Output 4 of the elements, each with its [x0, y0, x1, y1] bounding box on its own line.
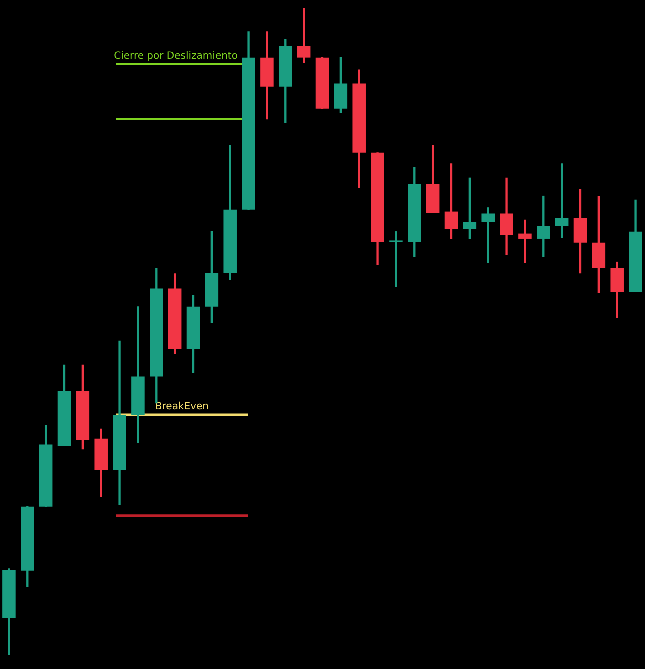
ref-line-label: Cierre por Deslizamiento	[114, 50, 238, 62]
candlestick	[390, 232, 403, 288]
ref-line-label: BreakEven	[155, 402, 209, 413]
candlestick	[518, 220, 532, 264]
